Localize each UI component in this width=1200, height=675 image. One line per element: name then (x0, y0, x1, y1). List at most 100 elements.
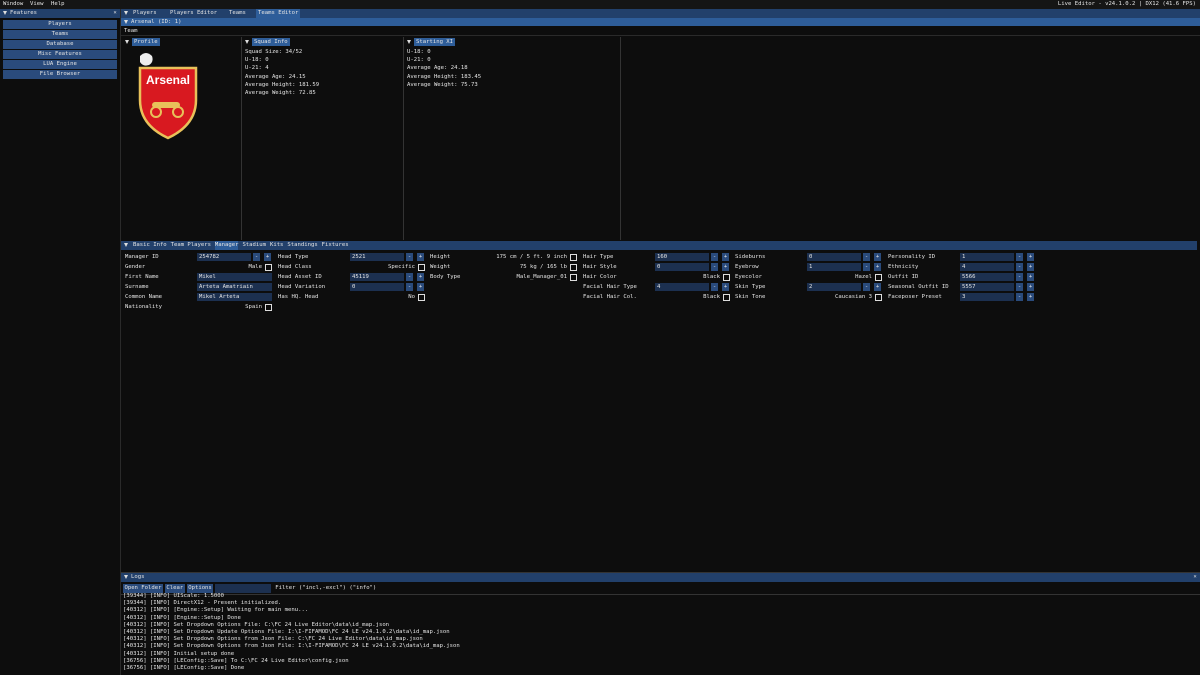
spin-plus[interactable]: + (264, 253, 271, 261)
tab[interactable]: Players (133, 10, 157, 16)
close-button[interactable]: × (113, 10, 117, 16)
spin-minus[interactable]: - (863, 253, 870, 261)
field-label: Has HQ. Head (278, 294, 319, 300)
edit-button[interactable] (265, 304, 272, 311)
spin-minus[interactable]: - (1016, 283, 1023, 291)
spin-input[interactable]: 5566 (960, 273, 1014, 281)
spin-input[interactable]: 4 (655, 283, 709, 291)
sidebar-button[interactable]: File Browser (3, 70, 117, 79)
tab[interactable]: Players Editor (170, 10, 218, 16)
collapse-arrow[interactable] (245, 40, 249, 44)
spin-input[interactable]: 45119 (350, 273, 404, 281)
spin-input[interactable]: 254782 (197, 253, 251, 261)
sidebar-button[interactable]: LUA Engine (3, 60, 117, 69)
menu-item[interactable]: View (30, 1, 44, 7)
spin-plus[interactable]: + (874, 263, 881, 271)
collapse-arrow[interactable] (125, 40, 129, 44)
close-button[interactable]: × (1193, 574, 1197, 580)
spin-input[interactable]: 160 (655, 253, 709, 261)
spin-input[interactable]: 0 (350, 283, 404, 291)
spin-minus[interactable]: - (711, 253, 718, 261)
spin-input[interactable]: 2 (807, 283, 861, 291)
field-label: Head Class (278, 264, 312, 270)
spin-minus[interactable]: - (711, 283, 718, 291)
spin-plus[interactable]: + (1027, 283, 1034, 291)
spin-input[interactable]: 3 (960, 293, 1014, 301)
spin-minus[interactable]: - (1016, 263, 1023, 271)
spin-input[interactable]: 2521 (350, 253, 404, 261)
spin-plus[interactable]: + (1027, 263, 1034, 271)
subtab[interactable]: Stadium (242, 242, 267, 248)
text-input[interactable]: Mikel (197, 273, 272, 281)
spin-minus[interactable]: - (1016, 253, 1023, 261)
tab[interactable]: Teams (229, 10, 246, 16)
subtab[interactable]: Basic Info (133, 242, 167, 248)
subtab[interactable]: Team Players (170, 242, 212, 248)
menu-item[interactable]: Help (51, 1, 65, 7)
collapse-arrow[interactable] (407, 40, 411, 44)
field-label: Gender (125, 264, 146, 270)
subtab[interactable]: Manager (214, 241, 239, 250)
edit-button[interactable] (418, 264, 425, 271)
spin-minus[interactable]: - (863, 283, 870, 291)
menu-bar (0, 0, 1200, 9)
menu-item[interactable]: Window (3, 1, 24, 7)
field-value: Male (248, 264, 262, 270)
field-label: Facial Hair Type (583, 284, 637, 290)
spin-plus[interactable]: + (722, 263, 729, 271)
spin-minus[interactable]: - (863, 263, 870, 271)
spin-plus[interactable]: + (1027, 293, 1034, 301)
edit-button[interactable] (723, 294, 730, 301)
collapse-arrow[interactable] (124, 11, 128, 15)
spin-plus[interactable]: + (874, 283, 881, 291)
spin-plus[interactable]: + (874, 253, 881, 261)
spin-minus[interactable]: - (406, 273, 413, 281)
sidebar-button[interactable]: Players (3, 20, 117, 29)
info-line: Average Weight: 72.85 (245, 90, 316, 96)
edit-button[interactable] (875, 294, 882, 301)
collapse-arrow[interactable] (124, 243, 128, 247)
sidebar-button[interactable]: Database (3, 40, 117, 49)
spin-plus[interactable]: + (417, 283, 424, 291)
text-input[interactable]: Arteta Amatriain (197, 283, 272, 291)
spin-minus[interactable]: - (253, 253, 260, 261)
edit-button[interactable] (570, 274, 577, 281)
log-button[interactable]: Options (186, 584, 214, 593)
spin-minus[interactable]: - (406, 283, 413, 291)
subtab[interactable]: Standings (287, 242, 318, 248)
spin-minus[interactable]: - (406, 253, 413, 261)
spin-minus[interactable]: - (1016, 273, 1023, 281)
collapse-arrow[interactable] (124, 575, 128, 579)
tab[interactable]: Teams Editor (256, 9, 301, 18)
spin-minus[interactable]: - (1016, 293, 1023, 301)
spin-input[interactable]: 4 (960, 263, 1014, 271)
spin-minus[interactable]: - (711, 263, 718, 271)
spin-plus[interactable]: + (417, 273, 424, 281)
edit-button[interactable] (875, 274, 882, 281)
edit-button[interactable] (570, 254, 577, 261)
edit-button[interactable] (570, 264, 577, 271)
subtab[interactable]: Kits (269, 242, 284, 248)
log-button[interactable]: Open Folder (123, 584, 163, 593)
sidebar-button[interactable]: Misc Features (3, 50, 117, 59)
edit-button[interactable] (265, 264, 272, 271)
spin-plus[interactable]: + (1027, 273, 1034, 281)
spin-plus[interactable]: + (722, 283, 729, 291)
sidebar-button[interactable]: Teams (3, 30, 117, 39)
subtab[interactable]: Fixtures (321, 242, 349, 248)
spin-input[interactable]: 1 (960, 253, 1014, 261)
spin-plus[interactable]: + (417, 253, 424, 261)
spin-input[interactable]: 0 (807, 253, 861, 261)
collapse-arrow[interactable] (124, 20, 128, 24)
filter-input[interactable] (215, 584, 272, 593)
spin-input[interactable]: 0 (655, 263, 709, 271)
spin-input[interactable]: 5557 (960, 283, 1014, 291)
edit-button[interactable] (418, 294, 425, 301)
spin-plus[interactable]: + (1027, 253, 1034, 261)
log-button[interactable]: Clear (164, 584, 185, 593)
spin-input[interactable]: 1 (807, 263, 861, 271)
collapse-arrow[interactable] (3, 11, 7, 15)
spin-plus[interactable]: + (722, 253, 729, 261)
text-input[interactable]: Mikel Arteta (197, 293, 272, 301)
edit-button[interactable] (723, 274, 730, 281)
